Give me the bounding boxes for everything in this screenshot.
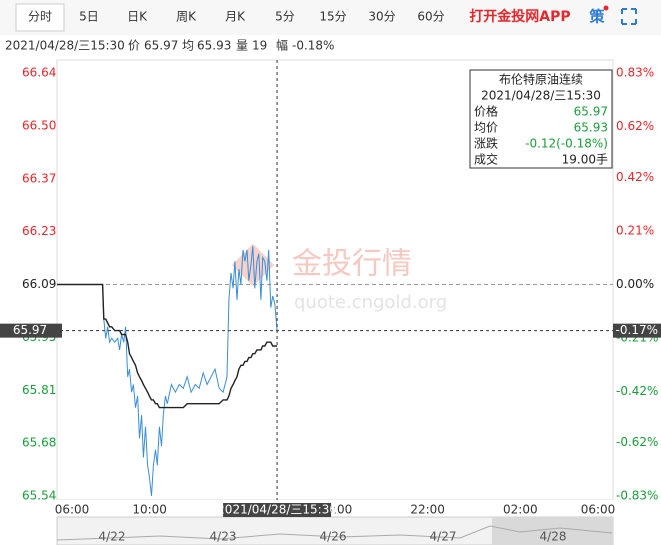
tooltip-value: 65.93: [574, 121, 608, 135]
tooltip-key: 均价: [474, 121, 498, 135]
info-text: 19: [252, 39, 267, 53]
y-tick-label: 66.64: [22, 66, 56, 80]
x-tick-label: 22:00: [410, 503, 445, 517]
fullscreen-icon[interactable]: [621, 8, 637, 25]
tooltip-value: 19.00手: [562, 153, 608, 167]
info-text: 均: [182, 39, 194, 53]
y2-tick-label: -0.62%: [616, 435, 658, 449]
navigator-date: 4/23: [210, 530, 237, 544]
x-tick-label: 02:00: [503, 503, 538, 517]
watermark-url: quote.cngold.org: [294, 292, 447, 313]
active-tab-box: [15, 3, 65, 32]
series-line: [57, 283, 278, 409]
tab[interactable]: 分时: [28, 10, 52, 24]
info-text: 幅: [276, 38, 288, 53]
tooltip-key: 成交: [474, 152, 498, 167]
app-link[interactable]: 打开金投网APP: [469, 8, 570, 25]
tooltip-title: 布伦特原油连续: [499, 72, 583, 87]
y-tick-label: 66.23: [22, 224, 56, 238]
y2-tick-label: 0.62%: [616, 119, 654, 133]
info-text: -0.18%: [292, 39, 334, 53]
x-tick-label: 10:00: [132, 503, 167, 517]
y-tick-label: 66.09: [22, 277, 56, 291]
info-text: 量: [236, 39, 248, 53]
y2-tick-label: -0.83%: [616, 489, 658, 503]
tooltip-key: 价格: [474, 104, 498, 119]
x-tick-label: 06:00: [55, 503, 90, 517]
info-text: 65.93: [197, 39, 231, 53]
tooltip-value: -0.12(-0.18%): [525, 137, 608, 151]
crosshair-label-bg: [0, 323, 62, 338]
crosshair-price: 65.97: [13, 323, 47, 337]
navigator-date: 4/27: [430, 530, 457, 544]
series-line: [57, 245, 278, 497]
tooltip-key: 涨跌: [474, 136, 498, 151]
crosshair-change: -0.17%: [616, 323, 658, 337]
tab[interactable]: 月K: [225, 10, 246, 24]
tab[interactable]: 5分: [275, 10, 295, 24]
y2-tick-label: -0.42%: [616, 384, 658, 398]
x-tick-label: 06:00: [581, 503, 616, 517]
badge-dot: [603, 5, 609, 11]
navigator-sparkline: [56, 525, 613, 541]
navigator-date: 4/28: [540, 530, 567, 544]
tooltip-value: 65.97: [574, 105, 608, 119]
y2-tick-label: 0.21%: [616, 223, 654, 237]
navigator-date: 4/22: [99, 530, 126, 544]
tab[interactable]: 30分: [368, 10, 395, 24]
y-tick-label: 66.37: [22, 171, 56, 185]
info-text: 2021/04/28/三15:30: [5, 39, 125, 53]
tooltip-time: 2021/04/28/三15:30: [481, 89, 601, 103]
navigator-date: 4/26: [320, 530, 347, 544]
tab[interactable]: 日K: [127, 10, 148, 24]
crosshair-time: 2021/04/28/三15:30: [217, 503, 337, 517]
info-text: 价: [128, 39, 140, 53]
y-tick-label: 66.50: [22, 118, 56, 132]
info-text: 65.97: [144, 39, 178, 53]
tab[interactable]: 60分: [417, 10, 444, 24]
crosshair-label-bg: [613, 323, 661, 338]
watermark: 金投行情 quote.cngold.org: [231, 243, 447, 313]
y-tick-label: 65.68: [22, 436, 56, 450]
y2-tick-label: 0.83%: [616, 66, 654, 80]
y2-tick-label: 0.42%: [616, 170, 654, 184]
tab[interactable]: 5日: [79, 10, 99, 24]
tooltip-box: [469, 69, 613, 169]
y-tick-label: 65.54: [22, 489, 56, 503]
tab[interactable]: 周K: [176, 10, 197, 24]
y2-tick-label: 0.00%: [616, 277, 654, 291]
y-tick-label: 65.81: [22, 383, 56, 397]
toolbar: [0, 0, 661, 35]
crosshair-label-bg: [223, 503, 332, 517]
strategy-button[interactable]: 策: [588, 8, 605, 26]
tab[interactable]: 15分: [319, 10, 346, 24]
watermark-name: 金投行情: [292, 247, 412, 282]
